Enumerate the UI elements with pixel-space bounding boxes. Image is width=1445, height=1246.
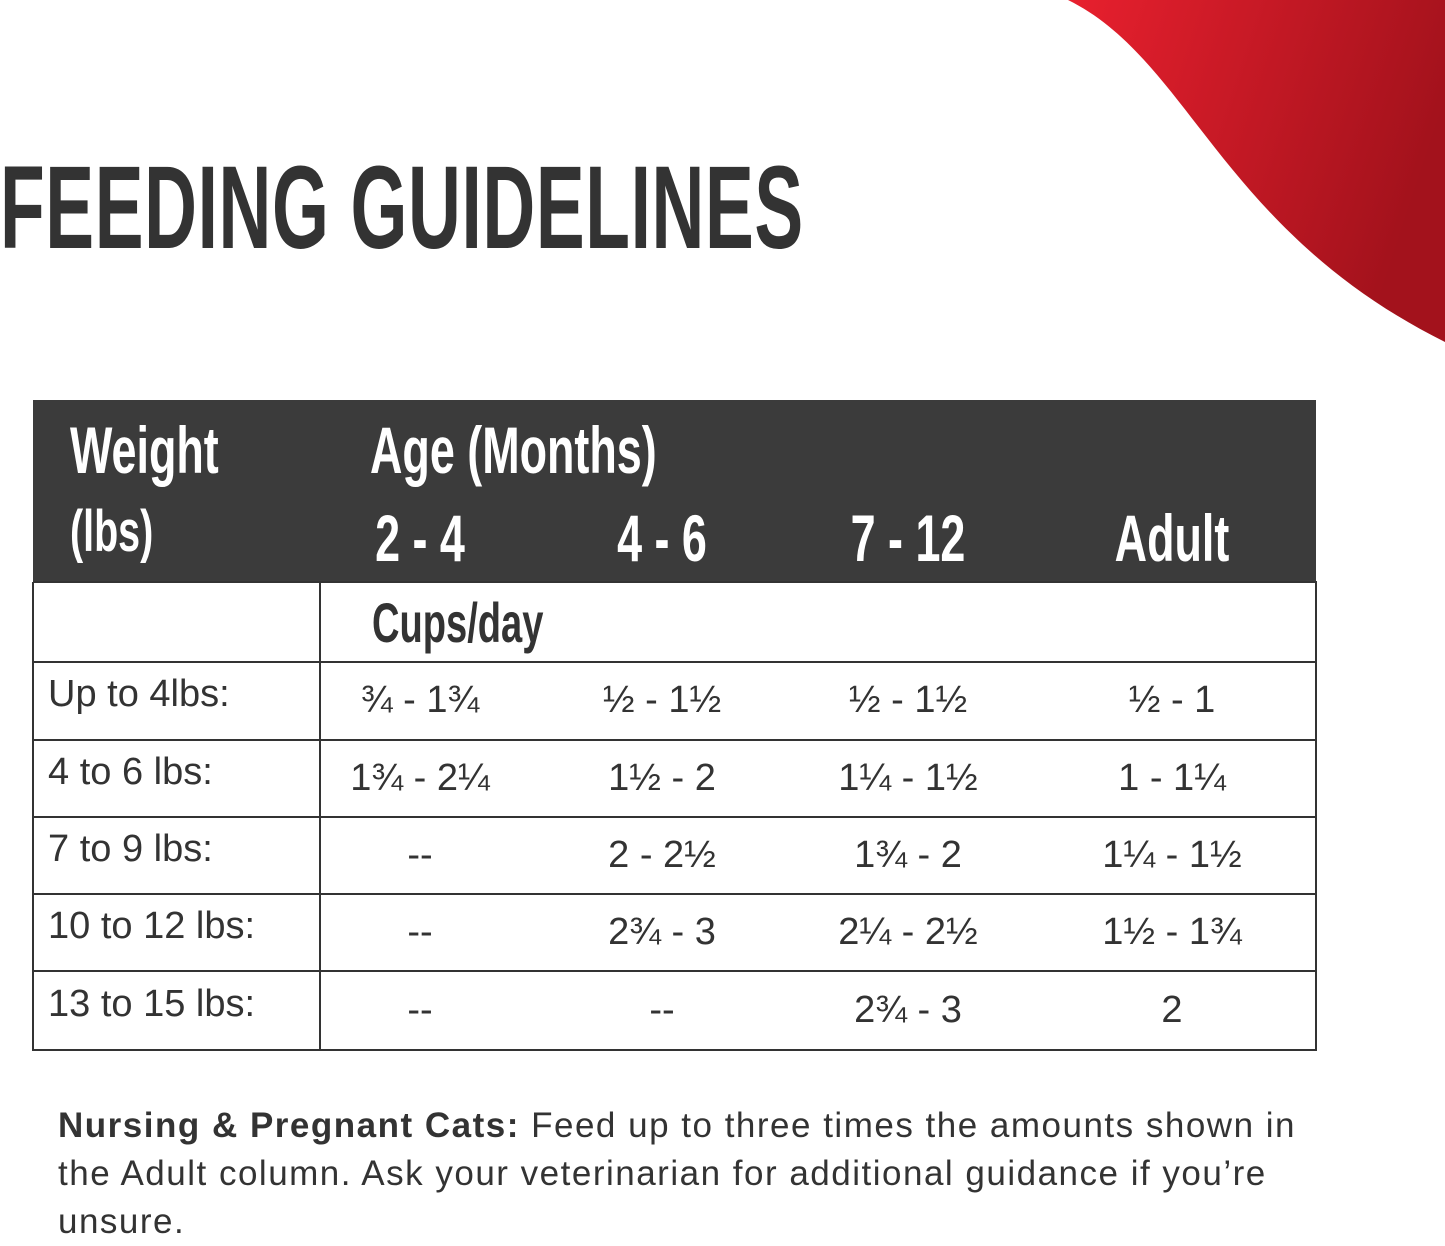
row-border [33, 661, 1317, 663]
title: FEEDING GUIDELINES [0, 142, 804, 274]
row-label: 4 to 6 lbs: [48, 750, 213, 793]
cell-value: 2 [1161, 988, 1183, 1031]
note-text: Feed up to three times the amounts shown… [58, 1106, 1297, 1241]
row-label: 7 to 9 lbs: [48, 827, 213, 870]
col-border [319, 582, 321, 1051]
cell-value: -- [407, 833, 433, 876]
cell-value: 2¼ - 2½ [838, 910, 978, 953]
cell-value: ½ - 1½ [602, 679, 722, 721]
cell-value: ¾ - 1¾ [360, 679, 480, 721]
row-label: Up to 4lbs: [48, 673, 230, 715]
table-header [33, 400, 1316, 582]
row-border [33, 739, 1317, 741]
row-border [33, 581, 1317, 583]
unit-row: Cups/day [372, 591, 544, 654]
cell-value: 2¾ - 3 [854, 988, 962, 1031]
header-weight-unit: (lbs) [70, 499, 154, 564]
header-age: Age (Months) [370, 413, 657, 487]
cell-value: -- [407, 988, 433, 1031]
row-border [33, 816, 1317, 818]
row-border [33, 970, 1317, 972]
cell-value: 1¼ - 1½ [1102, 833, 1242, 876]
column-header: 4 - 6 [617, 501, 707, 575]
cell-value: 1½ - 2 [608, 756, 716, 799]
note-label: Nursing & Pregnant Cats: [58, 1106, 520, 1145]
row-border [33, 1049, 1317, 1051]
col-border [1315, 582, 1317, 1051]
cell-value: 1½ - 1¾ [1102, 910, 1242, 953]
cell-value: ½ - 1 [1128, 679, 1216, 721]
cell-value: -- [649, 988, 675, 1031]
row-label: 10 to 12 lbs: [48, 904, 256, 947]
column-header: Adult [1114, 501, 1230, 575]
cell-value: 1¼ - 1½ [838, 756, 978, 799]
cell-value: ½ - 1½ [848, 679, 968, 721]
header-weight: Weight [70, 413, 219, 487]
row-border [33, 893, 1317, 895]
row-label: 13 to 15 lbs: [48, 982, 256, 1025]
cell-value: 1¾ - 2¼ [350, 756, 490, 799]
cell-value: 1¾ - 2 [854, 833, 962, 876]
decor-swoosh [1068, 0, 1445, 342]
cell-value: 2 - 2½ [608, 833, 716, 876]
column-header: 2 - 4 [375, 501, 465, 575]
cell-value: 2¾ - 3 [608, 910, 716, 953]
cell-value: 1 - 1¼ [1118, 756, 1226, 799]
column-header: 7 - 12 [850, 501, 966, 575]
note: Nursing & Pregnant Cats: Feed up to thre… [58, 1102, 1328, 1246]
col-border [32, 582, 34, 1051]
cell-value: -- [407, 910, 433, 953]
